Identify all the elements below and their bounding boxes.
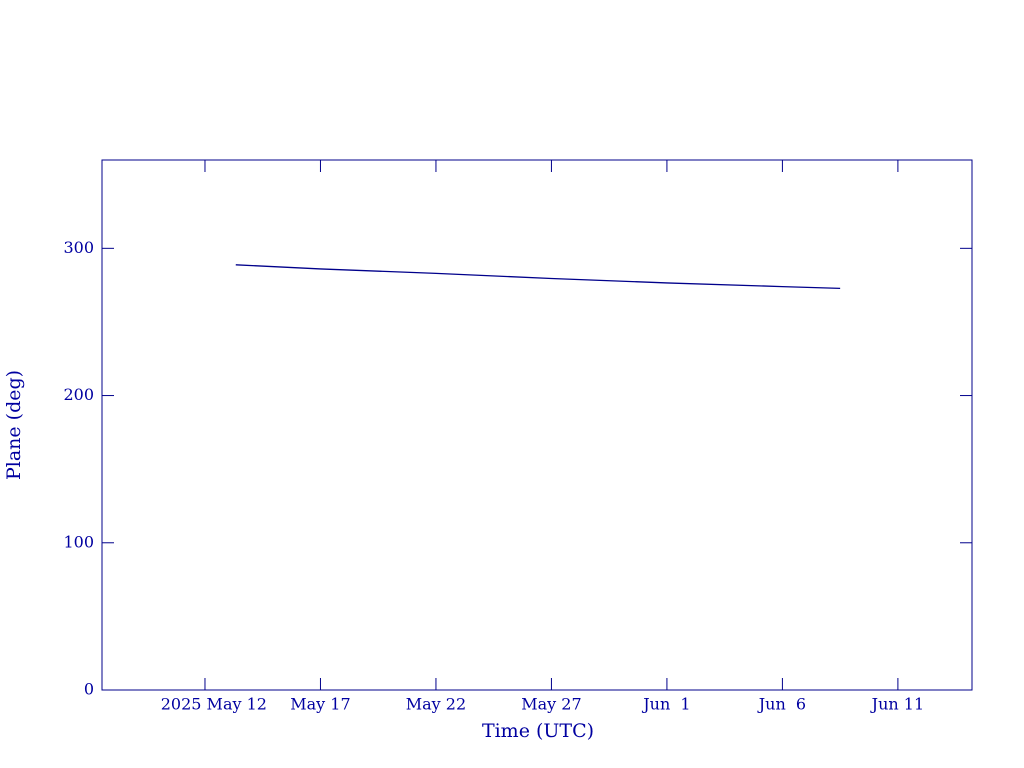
x-tick-label: 2025 May 12: [161, 695, 267, 714]
data-line: [235, 264, 841, 290]
x-axis-label: Time (UTC): [482, 720, 594, 742]
x-tick-label: May 17: [290, 695, 350, 714]
y-tick-label: 300: [63, 238, 94, 257]
y-tick-label: 200: [63, 385, 94, 404]
x-tick-label: Jun 11: [870, 695, 924, 714]
x-tick-label: Jun 6: [757, 695, 806, 714]
x-tick-label: Jun 1: [641, 695, 690, 714]
y-tick-label: 0: [84, 680, 94, 699]
y-tick-label: 100: [63, 532, 94, 551]
y-axis-label: Plane (deg): [3, 370, 25, 480]
x-tick-label: May 27: [521, 695, 581, 714]
x-tick-label: May 22: [406, 695, 466, 714]
plot-frame: [101, 159, 973, 691]
